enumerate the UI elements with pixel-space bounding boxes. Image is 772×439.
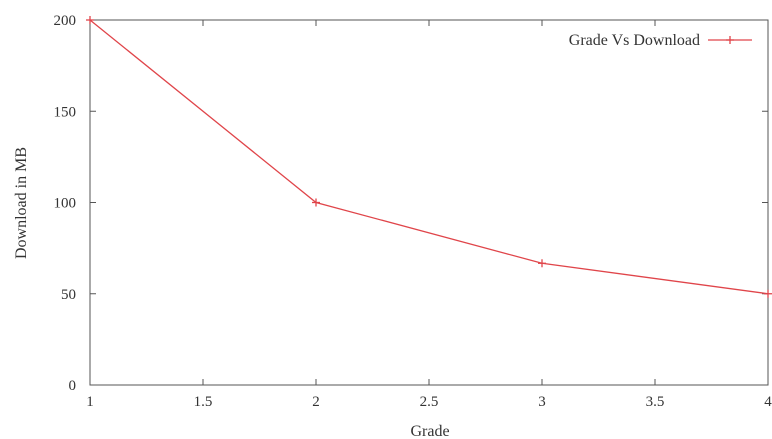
y-tick-label: 50	[61, 287, 76, 303]
x-tick-label: 1.5	[194, 394, 213, 410]
x-axis-label: Grade	[410, 423, 449, 439]
y-axis-label: Download in MB	[13, 147, 30, 259]
legend-marker	[726, 36, 734, 44]
plot-frame	[89, 19, 769, 386]
y-tick-label: 200	[54, 13, 77, 29]
data-point	[764, 289, 772, 298]
series-line	[89, 19, 769, 295]
x-tick-label: 2	[312, 394, 320, 410]
x-tick-label: 1	[86, 394, 94, 410]
legend-label: Grade Vs Download	[569, 32, 700, 49]
data-point	[538, 259, 546, 268]
x-tick-label: 4	[764, 394, 772, 410]
y-tick-label: 150	[54, 104, 77, 120]
axes	[89, 19, 769, 386]
x-tick-label: 3.5	[646, 394, 665, 410]
data-point	[86, 16, 94, 24]
series	[86, 16, 772, 298]
x-tick-label: 2.5	[420, 394, 439, 410]
ticks: 1 1.5 2 2.5 3 3.5 4 0 50 100 150 200	[54, 13, 772, 410]
x-tick-label: 3	[538, 394, 546, 410]
data-point	[312, 198, 320, 207]
legend: Grade Vs Download	[569, 32, 752, 49]
y-tick-label: 100	[54, 196, 77, 212]
y-tick-label: 0	[69, 378, 77, 394]
